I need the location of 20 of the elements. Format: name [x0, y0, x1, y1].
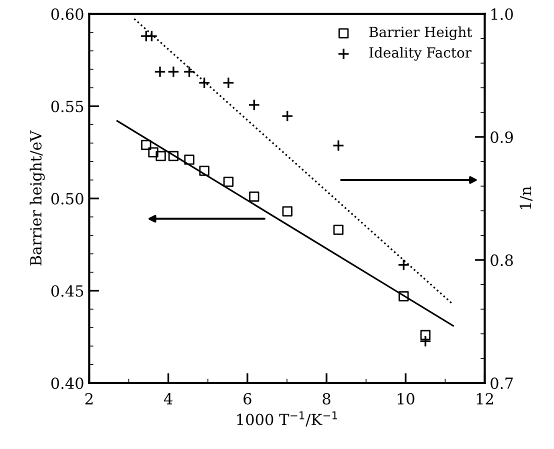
- x-tick-label: 8: [322, 392, 330, 405]
- y2-tick-label: 0.8: [490, 254, 513, 266]
- y2-tick-label: 1.0: [491, 8, 513, 20]
- x-tick-label: 10: [398, 392, 414, 405]
- y2-axis-title: 1/n: [520, 186, 532, 209]
- y-tick-label: 0.55: [51, 100, 84, 112]
- legend-label: Ideality Factor: [369, 47, 472, 61]
- x-tick-label: 6: [244, 392, 252, 405]
- y-axis-title: Barrier height/eV: [30, 130, 45, 266]
- y2-tick-label: 0.7: [490, 377, 513, 390]
- y-tick-label: 0.50: [51, 192, 84, 204]
- y-tick-label: 0.45: [51, 285, 84, 297]
- x-tick-label: 12: [476, 392, 493, 404]
- x-tick-label: 2: [85, 392, 93, 404]
- y-tick-label: 0.60: [51, 8, 84, 20]
- x-tick-label: 4: [164, 392, 172, 404]
- x-axis-title: 1000 T$^{−1}$/K$^{−1}$: [237, 411, 338, 426]
- y2-tick-label: 0.9: [490, 131, 513, 143]
- y-tick-label: 0.40: [51, 377, 84, 390]
- legend-label: Barrier Height: [369, 26, 472, 40]
